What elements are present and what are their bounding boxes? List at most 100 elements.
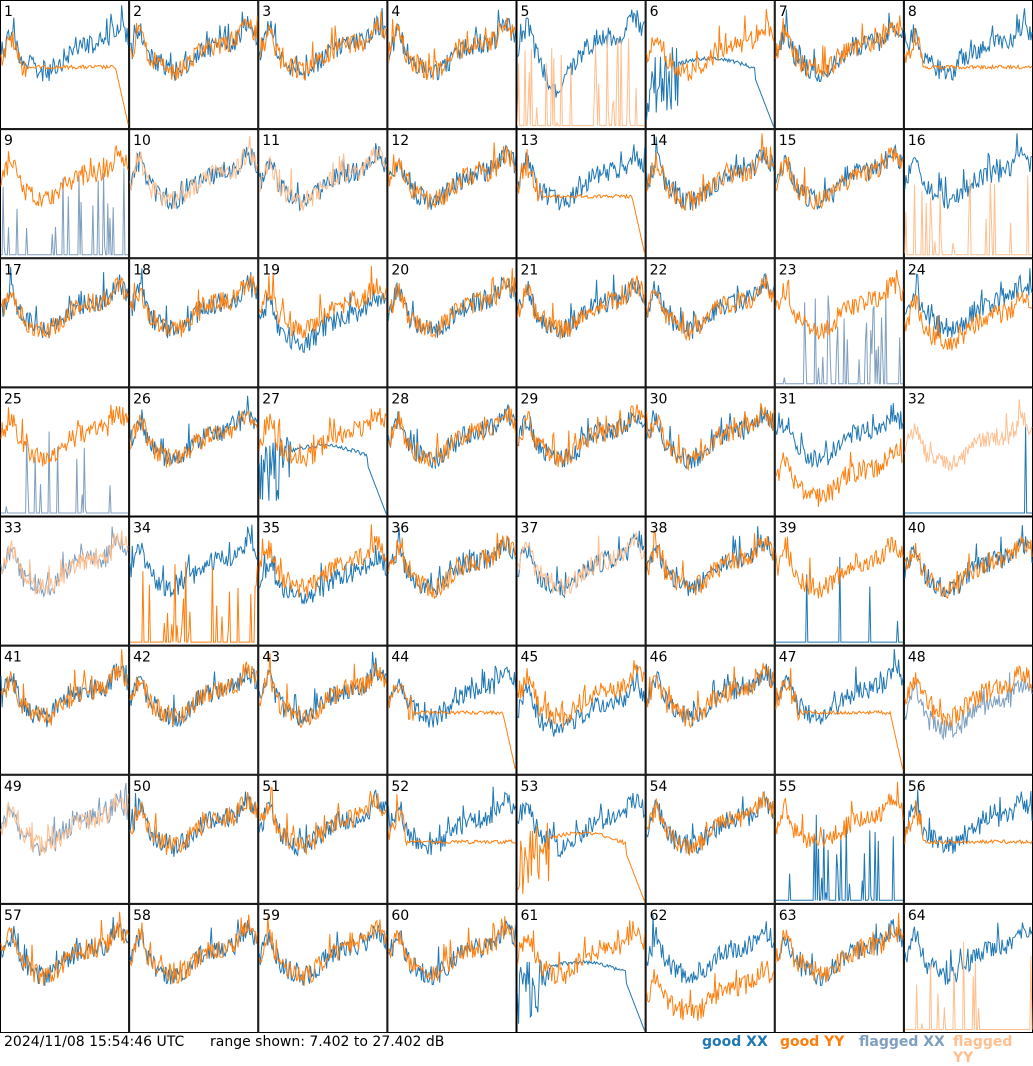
series-xx-line [904, 922, 1033, 985]
timestamp: 2024/11/08 15:54:46 UTC [4, 1034, 185, 1050]
panel-label: 37 [521, 521, 539, 537]
panel-32: 32 [903, 387, 1033, 517]
panel-frame [258, 516, 388, 646]
series-yy-line [0, 793, 129, 856]
panel-59: 59 [258, 903, 388, 1033]
panel-44: 44 [387, 645, 517, 775]
panel-label: 61 [521, 908, 539, 924]
panel-label: 4 [391, 4, 400, 20]
legend-good-yy: good YY [780, 1034, 845, 1050]
panel-7: 7 [774, 0, 904, 130]
series-xx-line [904, 8, 1033, 81]
series-yy-line [517, 920, 646, 985]
series-yy-line [387, 532, 516, 600]
panel-42: 42 [129, 645, 259, 775]
series-xx-line [904, 789, 1033, 854]
panel-frame [516, 774, 646, 904]
panel-36: 36 [387, 516, 517, 646]
panel-label: 28 [391, 391, 409, 407]
panel-14: 14 [645, 129, 775, 259]
panel-39: 39 [774, 516, 904, 646]
panel-frame [258, 645, 388, 775]
series-xx-line [904, 672, 1033, 741]
panel-label: 38 [650, 521, 668, 537]
panel-frame [0, 129, 130, 259]
panel-frame [129, 903, 259, 1033]
panel-label: 5 [521, 4, 530, 20]
panel-frame [0, 903, 130, 1033]
panel-11: 11 [258, 129, 388, 259]
panel-label: 29 [521, 391, 539, 407]
series-yy-line [517, 149, 646, 254]
series-yy-line [775, 15, 904, 78]
series-xx-line [517, 792, 646, 858]
panel-21: 21 [516, 258, 646, 388]
panel-27: 27 [258, 387, 388, 517]
panel-49: 49 [0, 774, 130, 904]
panel-label: 22 [650, 262, 668, 278]
series-yy-line [387, 268, 516, 339]
series-yy-line [646, 529, 775, 596]
panel-label: 51 [262, 779, 280, 795]
panel-label: 6 [650, 4, 659, 20]
panel-label: 41 [4, 650, 22, 666]
series-yy-line [258, 524, 387, 598]
series-xx-line [775, 814, 903, 901]
series-yy-line [258, 266, 387, 339]
panel-label: 13 [521, 133, 539, 149]
panel-frame [129, 258, 259, 388]
series-yy-line [129, 914, 258, 984]
panel-frame [645, 516, 775, 646]
panel-33: 33 [0, 516, 130, 646]
series-xx-line [646, 790, 775, 855]
panel-37: 37 [516, 516, 646, 646]
panel-41: 41 [0, 645, 130, 775]
series-xx-line [775, 403, 904, 469]
series-yy-line [904, 27, 1033, 71]
series-yy-line [387, 142, 516, 210]
panel-label: 44 [391, 650, 409, 666]
series-yy-line [775, 781, 904, 849]
series-yy-line [646, 402, 775, 471]
panel-label: 32 [908, 391, 926, 407]
panel-frame [0, 387, 130, 517]
panel-61: 61 [516, 903, 646, 1033]
panel-frame [903, 774, 1033, 904]
panel-frame [903, 0, 1033, 130]
series-xx-line [904, 133, 1033, 209]
panel-5: 5 [516, 0, 646, 130]
series-yy-line [0, 276, 129, 339]
series-yy-line [0, 31, 129, 125]
panel-label: 31 [779, 391, 797, 407]
panel-23: 23 [774, 258, 904, 388]
series-xx-line [0, 5, 129, 82]
series-yy-line [517, 530, 646, 597]
panel-label: 25 [4, 391, 22, 407]
series-xx-line [904, 426, 1032, 514]
panel-47: 47 [774, 645, 904, 775]
panel-label: 54 [650, 779, 668, 795]
panel-60: 60 [387, 903, 517, 1033]
panel-label: 7 [779, 4, 788, 20]
series-xx-line [387, 9, 516, 81]
series-yy-line [646, 663, 775, 729]
panel-28: 28 [387, 387, 517, 517]
series-yy-line [387, 17, 516, 81]
panel-frame [774, 903, 904, 1033]
series-yy-line [0, 911, 129, 986]
panel-63: 63 [774, 903, 904, 1033]
panel-frame [387, 387, 517, 517]
series-xx-line [775, 919, 904, 987]
series-yy-line [904, 291, 1033, 351]
panel-19: 19 [258, 258, 388, 388]
panel-label: 34 [133, 521, 151, 537]
panel-label: 43 [262, 650, 280, 666]
panel-26: 26 [129, 387, 259, 517]
panel-6: 6 [645, 0, 775, 130]
panel-frame [516, 903, 646, 1033]
series-yy-line [129, 792, 258, 855]
panel-64: 64 [903, 903, 1033, 1033]
footer: 2024/11/08 15:54:46 UTC range shown: 7.4… [0, 1033, 1033, 1066]
panel-2: 2 [129, 0, 259, 130]
panel-43: 43 [258, 645, 388, 775]
